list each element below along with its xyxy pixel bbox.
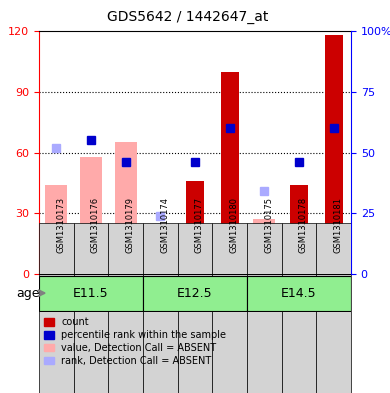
FancyBboxPatch shape (39, 222, 74, 274)
Text: E11.5: E11.5 (73, 286, 109, 299)
Text: GSM1310178: GSM1310178 (299, 197, 308, 253)
Bar (149, 255, 171, 274)
FancyBboxPatch shape (143, 274, 178, 393)
Bar (324, 35, 343, 274)
FancyBboxPatch shape (74, 222, 108, 274)
FancyBboxPatch shape (143, 275, 247, 310)
FancyBboxPatch shape (39, 275, 143, 310)
Legend: count, percentile rank within the sample, value, Detection Call = ABSENT, rank, : count, percentile rank within the sample… (44, 317, 226, 366)
Text: E14.5: E14.5 (281, 286, 317, 299)
FancyBboxPatch shape (178, 222, 212, 274)
Bar (80, 156, 102, 274)
Text: GSM1310176: GSM1310176 (91, 197, 100, 253)
FancyBboxPatch shape (108, 274, 143, 393)
Text: GSM1310181: GSM1310181 (334, 197, 343, 253)
Text: E12.5: E12.5 (177, 286, 213, 299)
FancyBboxPatch shape (39, 274, 74, 393)
FancyBboxPatch shape (212, 222, 247, 274)
Text: GSM1310179: GSM1310179 (126, 197, 135, 253)
FancyBboxPatch shape (108, 222, 143, 274)
FancyBboxPatch shape (247, 275, 351, 310)
FancyBboxPatch shape (316, 222, 351, 274)
Text: GDS5642 / 1442647_at: GDS5642 / 1442647_at (106, 9, 268, 24)
Bar (254, 219, 275, 274)
FancyBboxPatch shape (212, 274, 247, 393)
Text: GSM1310175: GSM1310175 (264, 197, 273, 253)
Text: GSM1310177: GSM1310177 (195, 197, 204, 253)
FancyBboxPatch shape (143, 222, 178, 274)
Bar (186, 181, 204, 274)
FancyBboxPatch shape (178, 274, 212, 393)
Bar (290, 185, 308, 274)
Bar (221, 72, 239, 274)
Text: GSM1310180: GSM1310180 (230, 197, 239, 253)
FancyBboxPatch shape (247, 274, 282, 393)
FancyBboxPatch shape (316, 274, 351, 393)
Text: age: age (16, 286, 40, 299)
FancyBboxPatch shape (247, 222, 282, 274)
FancyBboxPatch shape (282, 222, 316, 274)
FancyBboxPatch shape (282, 274, 316, 393)
Bar (45, 185, 67, 274)
Text: GSM1310173: GSM1310173 (56, 197, 66, 253)
FancyBboxPatch shape (74, 274, 108, 393)
Text: GSM1310174: GSM1310174 (160, 197, 169, 253)
Bar (115, 143, 136, 274)
